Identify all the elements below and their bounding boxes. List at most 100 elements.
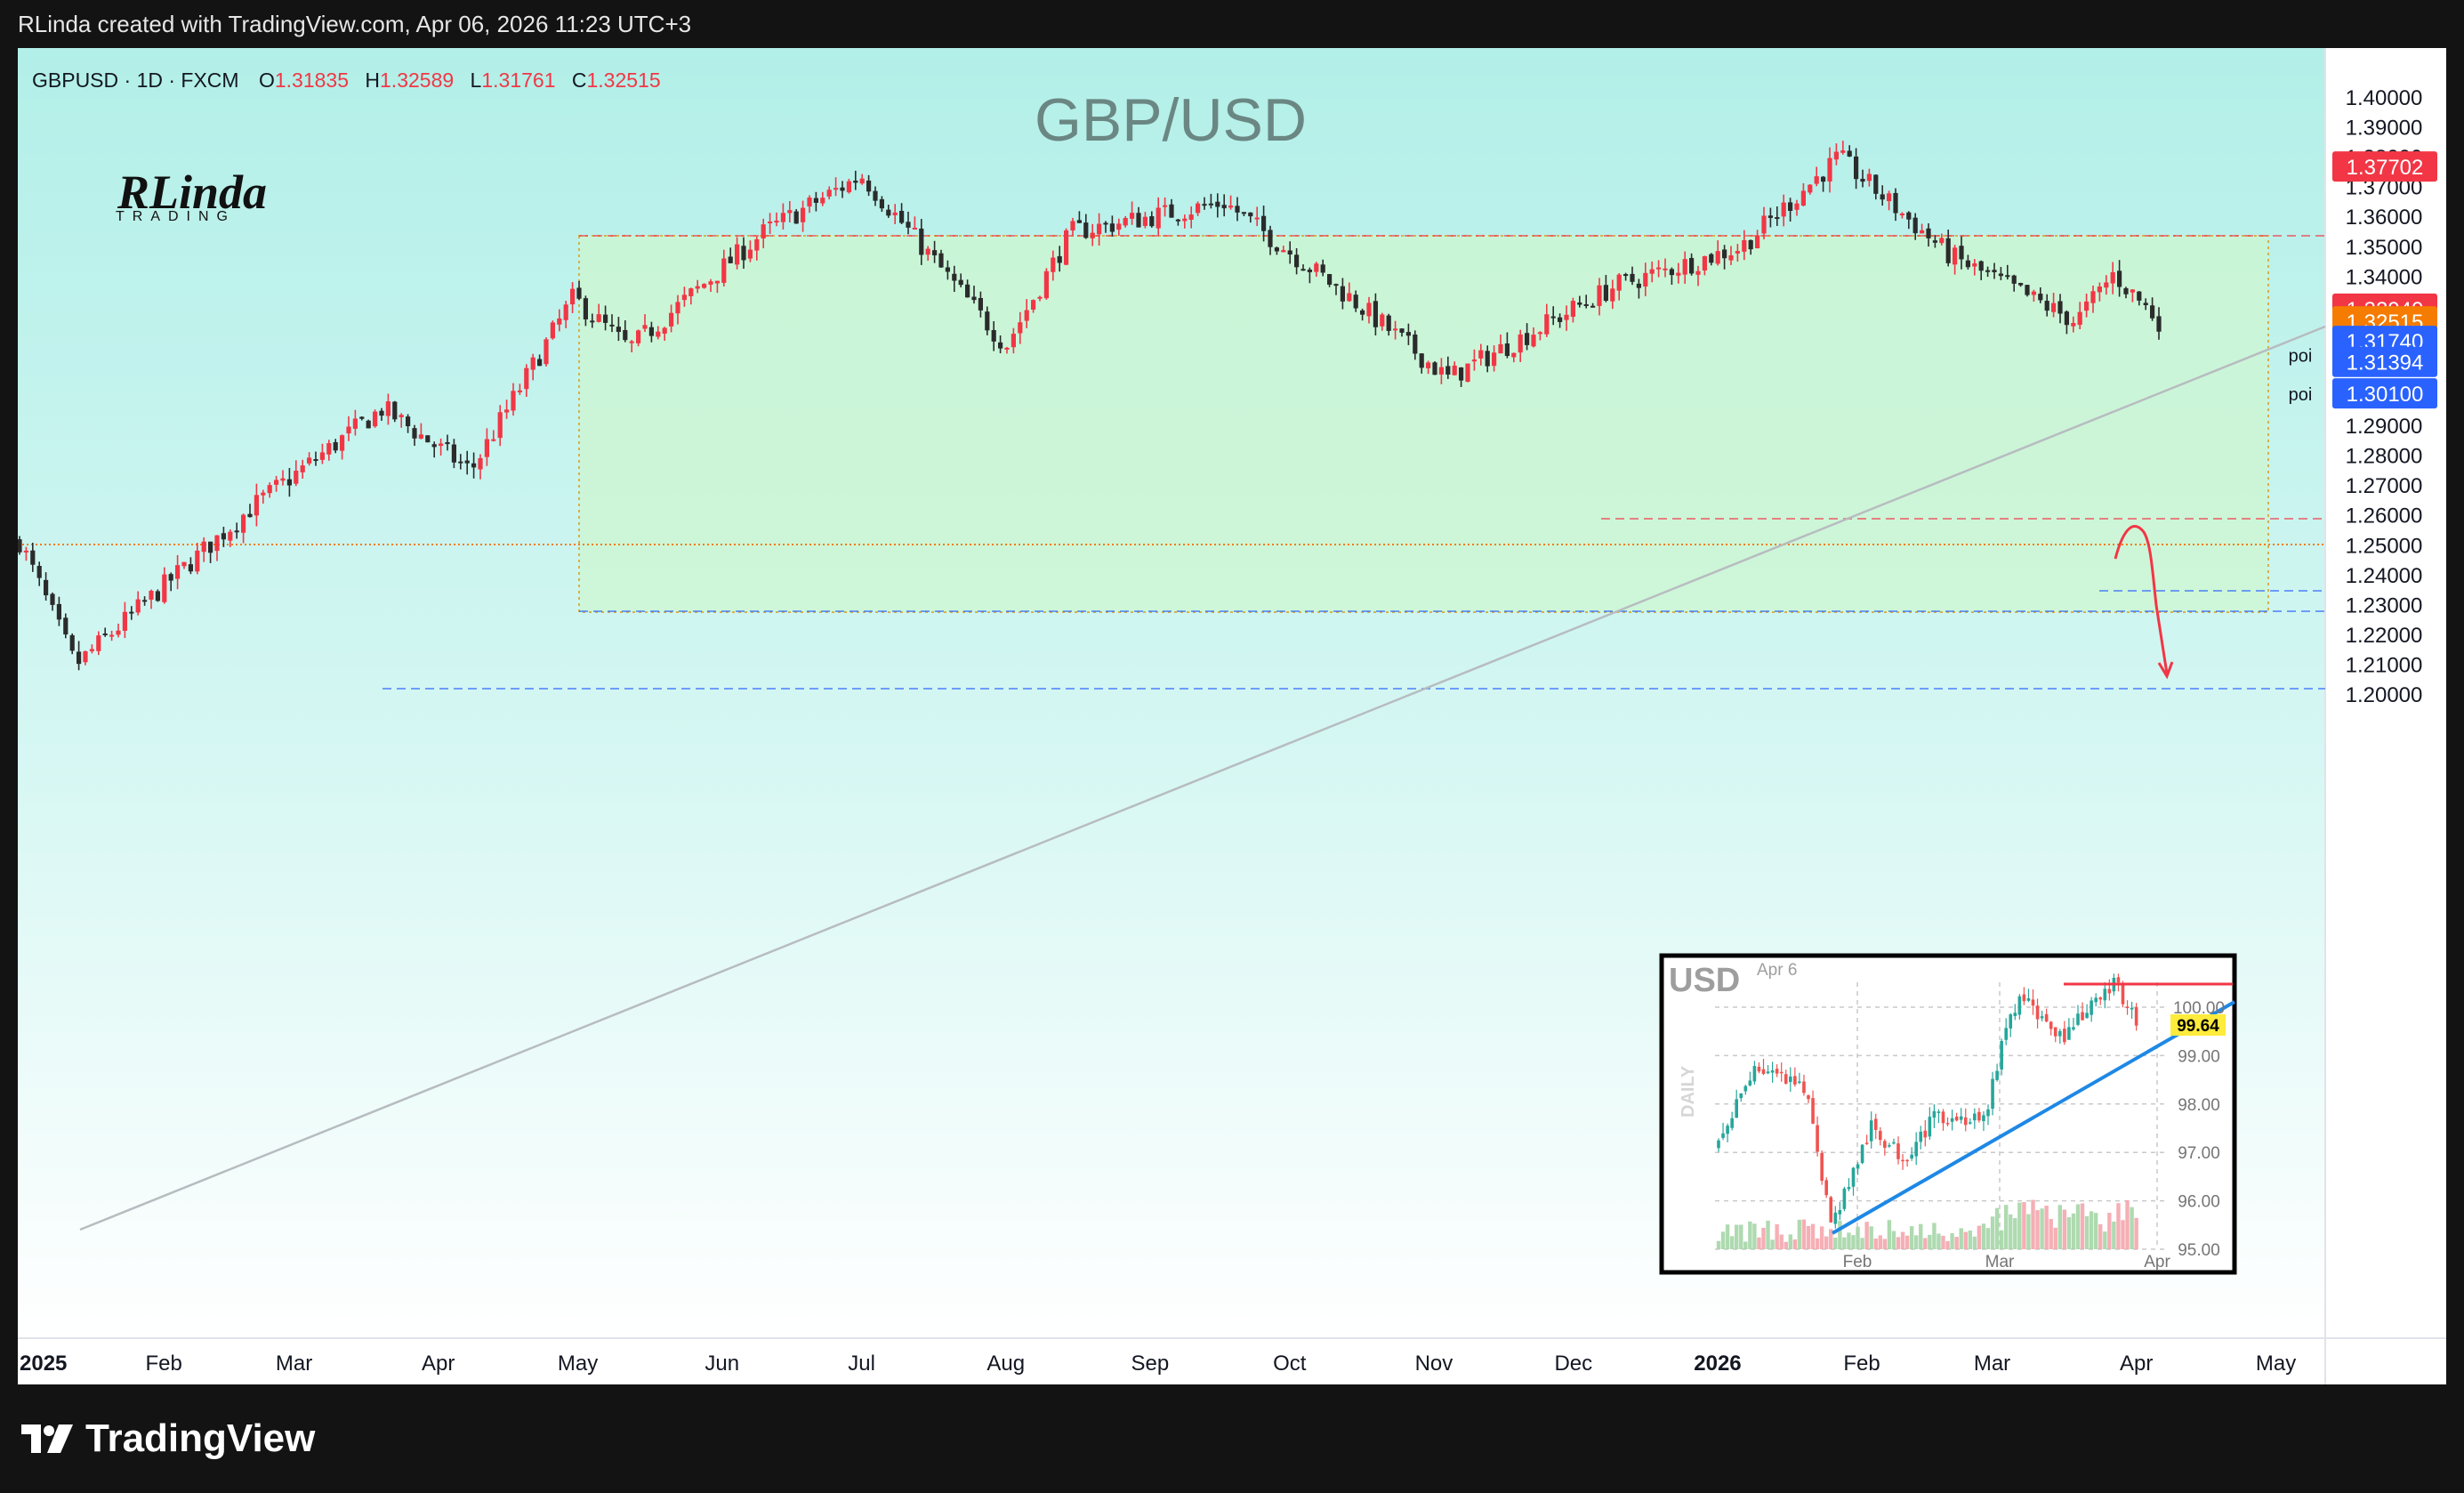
usd-inset-volume-bar bbox=[2017, 1202, 2022, 1249]
candle bbox=[1893, 188, 1898, 222]
candle bbox=[274, 475, 279, 492]
usd-inset-volume-bar bbox=[1842, 1237, 1847, 1249]
usd-inset-volume-bar bbox=[1950, 1233, 1954, 1249]
candle bbox=[1610, 279, 1615, 310]
candle bbox=[1452, 361, 1457, 376]
candle bbox=[544, 337, 549, 367]
usd-inset-volume-bar bbox=[2112, 1221, 2116, 1249]
candle bbox=[1188, 206, 1194, 229]
usd-inset-candle bbox=[2125, 1000, 2130, 1015]
usd-inset-candle bbox=[1833, 1206, 1838, 1229]
candle bbox=[1531, 327, 1536, 348]
time-tick-label: Sep bbox=[1131, 1352, 1170, 1376]
usd-inset-time-tick: Feb bbox=[1843, 1253, 1872, 1271]
candle bbox=[439, 438, 444, 456]
usd-inset-volume-bar bbox=[1829, 1229, 1833, 1249]
usd-inset-candle bbox=[2013, 1004, 2017, 1021]
trendline[interactable] bbox=[79, 325, 2326, 1231]
candle bbox=[1906, 211, 1912, 230]
candle bbox=[754, 236, 760, 261]
candle bbox=[2064, 310, 2069, 335]
candle bbox=[286, 468, 292, 497]
candle bbox=[1992, 262, 1997, 279]
candle bbox=[18, 536, 22, 555]
usd-inset-volume-bar bbox=[1941, 1235, 1945, 1249]
candle bbox=[1597, 278, 1602, 316]
candle bbox=[1833, 143, 1839, 165]
price-tick-label: 1.36000 bbox=[2346, 206, 2423, 230]
candle bbox=[576, 280, 582, 300]
usd-inset-candle bbox=[1888, 1142, 1891, 1149]
candle bbox=[1920, 223, 1925, 234]
candle bbox=[563, 301, 568, 328]
usd-inset-volume-bar bbox=[2013, 1218, 2017, 1249]
candle bbox=[1669, 267, 1674, 285]
usd-inset-candle bbox=[1726, 1123, 1729, 1142]
candle bbox=[1057, 246, 1062, 272]
usd-inset-candle bbox=[1757, 1062, 1761, 1074]
usd-inset-candle bbox=[1883, 1139, 1887, 1156]
tradingview-logo[interactable]: TradingView bbox=[20, 1416, 315, 1461]
usd-inset-candle bbox=[2035, 998, 2040, 1029]
chart[interactable]: GBP/USD GBPUSD · 1D · FXCM O1.31835 H1.3… bbox=[0, 0, 2464, 1384]
poi-label: poi bbox=[2289, 347, 2313, 367]
candle bbox=[1682, 251, 1687, 284]
usd-inset-price-tick: 100.00 bbox=[2173, 999, 2225, 1018]
time-tick-label: Mar bbox=[276, 1352, 312, 1376]
candle bbox=[1998, 267, 2003, 280]
candle bbox=[366, 419, 371, 429]
usd-inset-candle bbox=[1896, 1136, 1900, 1165]
candle bbox=[2123, 286, 2129, 299]
candle bbox=[2071, 316, 2076, 333]
candle bbox=[102, 627, 108, 637]
candle bbox=[1603, 275, 1608, 303]
candle bbox=[886, 205, 891, 218]
time-axis[interactable]: 2025 Feb Mar Apr May Jun Jul Aug Sep Oct Nov Dec 202… bbox=[20, 1352, 2296, 1376]
usd-inset-volume-bar bbox=[1770, 1239, 1775, 1249]
candlestick-series bbox=[18, 141, 2162, 671]
usd-inset-candle bbox=[1932, 1104, 1937, 1128]
candle bbox=[129, 606, 134, 620]
rlinda-logo-text: RLinda bbox=[117, 165, 267, 219]
candle bbox=[1380, 312, 1385, 331]
candle bbox=[1972, 259, 1977, 276]
candle bbox=[1123, 215, 1128, 228]
candle bbox=[1228, 195, 1234, 210]
candle bbox=[300, 459, 305, 479]
candle bbox=[1985, 266, 1991, 278]
tradingview-icon bbox=[21, 1424, 73, 1453]
candle bbox=[497, 405, 503, 447]
candle bbox=[491, 430, 496, 442]
top-bar: RLinda created with TradingView.com, Apr… bbox=[0, 0, 2464, 48]
candle bbox=[774, 212, 779, 227]
price-tick-label: 1.26000 bbox=[2346, 504, 2423, 529]
candle bbox=[1018, 311, 1023, 344]
usd-inset-volume-bar bbox=[2057, 1205, 2062, 1249]
candle bbox=[787, 201, 793, 223]
candle bbox=[208, 541, 213, 563]
usd-inset-candle bbox=[1873, 1113, 1878, 1140]
usd-inset-candle bbox=[2053, 1027, 2057, 1043]
usd-inset-volume-bar bbox=[1729, 1236, 1735, 1249]
usd-inset-candle bbox=[2009, 1013, 2013, 1037]
candle bbox=[1215, 193, 1220, 218]
time-tick-label: May bbox=[2256, 1352, 2296, 1376]
usd-inset-volume-bar bbox=[2103, 1231, 2107, 1249]
candle bbox=[1702, 255, 1707, 276]
legend-l-label: L bbox=[471, 69, 482, 92]
candle bbox=[1221, 194, 1227, 217]
candle bbox=[517, 383, 522, 395]
usd-inset-candle bbox=[1838, 1201, 1842, 1221]
candle bbox=[1202, 197, 1207, 210]
usd-inset-volume-bar bbox=[2062, 1209, 2067, 1249]
usd-inset-candle bbox=[1793, 1067, 1797, 1087]
candle bbox=[1932, 235, 1937, 248]
forecast-path[interactable] bbox=[2114, 525, 2169, 674]
candle bbox=[695, 279, 700, 294]
candle bbox=[938, 249, 944, 268]
usd-inset-candle bbox=[1761, 1058, 1766, 1076]
candle bbox=[1880, 185, 1885, 206]
legend-h-value: 1.32589 bbox=[380, 69, 454, 92]
candle bbox=[1076, 211, 1082, 223]
forecast-arrowhead bbox=[2157, 661, 2174, 680]
